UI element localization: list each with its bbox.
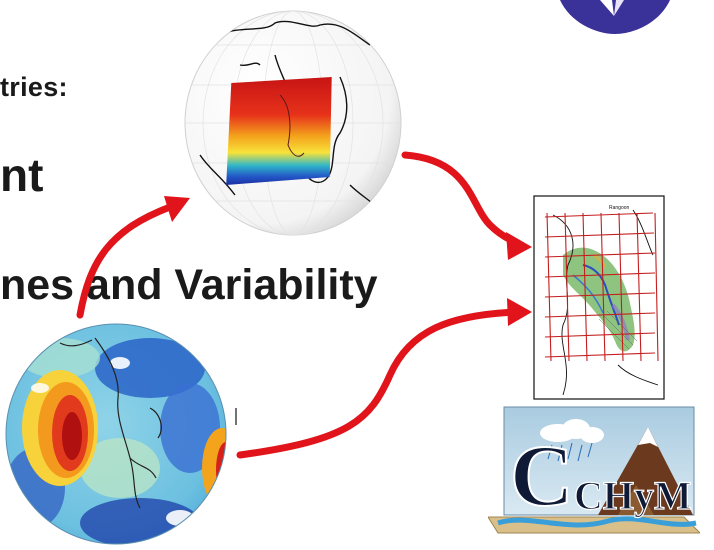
slide-text-line-2: nt [0, 149, 44, 201]
chym-hydrological-model-logo: C CHyM [488, 406, 700, 534]
slide-text-line-1: tries: [0, 72, 68, 102]
chym-logo-text: CHyM [574, 473, 692, 518]
arrow-head-map-top [506, 232, 532, 260]
globe-regional-model-icon [184, 10, 402, 236]
map-title: Rangoon [609, 205, 630, 211]
basin-grid-map-icon: Rangoon [533, 195, 665, 400]
arrow-head-map-bottom [507, 298, 532, 326]
institution-logo [560, 0, 670, 34]
svg-text:C: C [510, 428, 574, 525]
globe-global-model-icon [5, 323, 227, 545]
arrow-head-regional [164, 196, 190, 222]
slide-text-line-3: nes and Variability [0, 261, 378, 309]
